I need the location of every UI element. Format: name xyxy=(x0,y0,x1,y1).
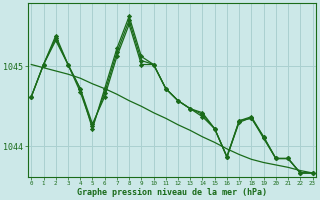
X-axis label: Graphe pression niveau de la mer (hPa): Graphe pression niveau de la mer (hPa) xyxy=(77,188,267,197)
